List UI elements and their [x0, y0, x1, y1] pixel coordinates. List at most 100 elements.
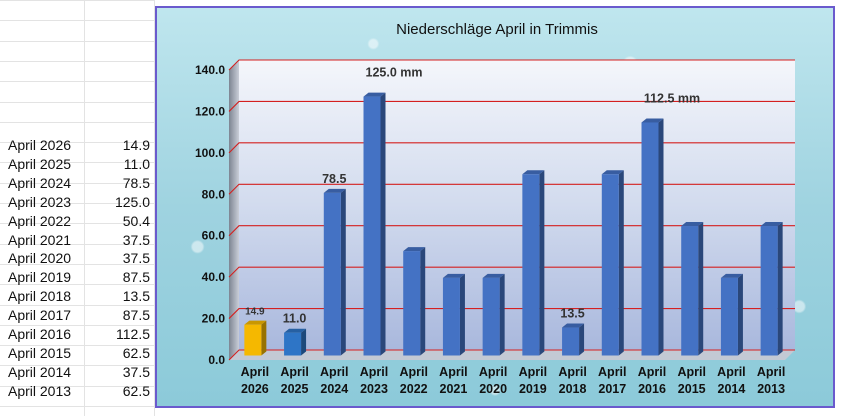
sheet-cell-value[interactable]: 37.5 — [122, 250, 150, 267]
sheet-row-border — [0, 325, 155, 326]
bar-top — [641, 118, 664, 123]
sheet-cell-label[interactable]: April 2017 — [8, 307, 72, 324]
sheet-row-border — [0, 61, 155, 62]
bar-front — [720, 277, 738, 356]
y-tick-label: 120.0 — [195, 104, 225, 118]
bar — [284, 328, 307, 356]
sheet-cell-value[interactable]: 11.0 — [123, 155, 150, 172]
bar — [562, 323, 585, 356]
bar-side — [380, 92, 386, 356]
bar-top — [760, 222, 783, 227]
bar-side — [618, 170, 624, 356]
bar-front — [522, 174, 540, 356]
bar — [403, 247, 426, 356]
bar-front — [562, 327, 580, 356]
sheet-cell-label[interactable]: April 2026 — [8, 137, 72, 153]
sheet-cell-value[interactable]: 87.5 — [122, 269, 150, 286]
sheet-cell-value[interactable]: 50.4 — [122, 212, 150, 229]
sheet-cell-label[interactable]: April 2014 — [8, 363, 72, 380]
x-tick-label: April — [479, 365, 507, 379]
bar — [601, 170, 624, 356]
bar-front — [363, 96, 381, 356]
x-tick-label: April — [519, 365, 547, 379]
chart-title: Niederschläge April in Trimmis — [396, 21, 598, 38]
data-label: 14.9 — [245, 307, 265, 318]
sheet-cell-label[interactable]: April 2021 — [8, 231, 72, 248]
data-label: 78.5 — [322, 172, 346, 186]
x-tick-label: April — [558, 365, 586, 379]
chart-frame[interactable]: Niederschläge April in Trimmis 0.0 20.0 40… — [155, 6, 835, 408]
sheet-cell-label[interactable]: April 2019 — [8, 269, 72, 286]
bar — [641, 118, 664, 356]
x-tick-label: 2015 — [678, 382, 706, 396]
sheet-cell-label[interactable]: April 2023 — [8, 193, 72, 210]
sheet-cell-value[interactable]: 87.5 — [122, 307, 150, 324]
sheet-row-border — [0, 162, 155, 163]
bar-top — [244, 320, 267, 325]
sheet-cell-value[interactable]: 37.5 — [122, 231, 150, 248]
x-tick-label: April — [280, 365, 308, 379]
bar-top — [403, 247, 426, 252]
sheet-cell-value[interactable]: 13.5 — [122, 288, 150, 305]
sheet-cell-label[interactable]: April 2020 — [8, 250, 72, 267]
bar-top — [720, 273, 743, 278]
bar-side — [499, 273, 505, 356]
bar-top — [562, 323, 585, 328]
plot-back-wall — [239, 60, 795, 350]
bar — [720, 273, 743, 356]
bar — [244, 320, 267, 356]
gridline — [228, 142, 795, 154]
sheet-cell-label[interactable]: April 2025 — [8, 155, 72, 172]
bar-top — [681, 222, 704, 227]
x-tick-label: 2023 — [360, 382, 388, 396]
sheet-row-border — [0, 305, 155, 306]
sheet-cell-value[interactable]: 62.5 — [122, 382, 150, 399]
sheet-row-border — [0, 183, 155, 184]
sheet-row-border — [0, 142, 155, 143]
x-tick-label: 2020 — [479, 382, 507, 396]
bar-front — [681, 226, 699, 356]
sheet-cell-value[interactable]: 14.9 — [122, 137, 150, 153]
sheet-row-border — [0, 81, 155, 82]
sheet-row-border — [0, 386, 155, 387]
sheet-row-border — [0, 345, 155, 346]
sheet-cell-value[interactable]: 78.5 — [122, 174, 150, 191]
sheet-cell-label[interactable]: April 2018 — [8, 288, 72, 305]
sheet-row-border — [0, 102, 155, 103]
sheet-row-border — [0, 203, 155, 204]
sheet-cell-label[interactable]: April 2016 — [8, 326, 72, 342]
sheet-row-border — [0, 264, 155, 265]
x-tick-label: 2014 — [718, 382, 746, 396]
x-tick-label: 2024 — [320, 382, 348, 396]
data-label: 112.5 mm — [644, 91, 700, 105]
sheet-row-border — [0, 223, 155, 224]
bar — [442, 273, 465, 356]
x-tick-label: 2018 — [559, 382, 587, 396]
sheet-cell-label[interactable]: April 2015 — [8, 344, 72, 361]
bar — [760, 222, 783, 356]
y-tick-label: 20.0 — [202, 312, 226, 326]
bar-side — [777, 222, 783, 356]
sheet-cell-value[interactable]: 62.5 — [122, 344, 150, 361]
bar-top — [284, 328, 307, 333]
bar-top — [482, 273, 505, 278]
bar-front — [641, 122, 659, 356]
bar-side — [340, 188, 346, 356]
bar-side — [539, 170, 545, 356]
bar-side — [737, 273, 743, 356]
sheet-cell-label[interactable]: April 2013 — [8, 382, 72, 399]
bar-front — [284, 332, 302, 356]
x-tick-label: April — [598, 365, 626, 379]
sheet-cell-label[interactable]: April 2022 — [8, 212, 72, 229]
bar-top — [442, 273, 465, 278]
sheet-cell-label[interactable]: April 2024 — [8, 174, 72, 191]
sheet-cell-value[interactable]: 37.5 — [122, 363, 150, 380]
bar-side — [658, 118, 664, 356]
sheet-cell-value[interactable]: 125.0 — [114, 193, 150, 210]
y-tick-label: 100.0 — [195, 146, 225, 160]
x-tick-label: 2026 — [241, 382, 269, 396]
sheet-cell-value[interactable]: 112.5 — [116, 326, 150, 342]
bar — [522, 170, 545, 356]
data-label: 125.0 mm — [366, 66, 423, 80]
x-tick-label: April — [717, 365, 745, 379]
